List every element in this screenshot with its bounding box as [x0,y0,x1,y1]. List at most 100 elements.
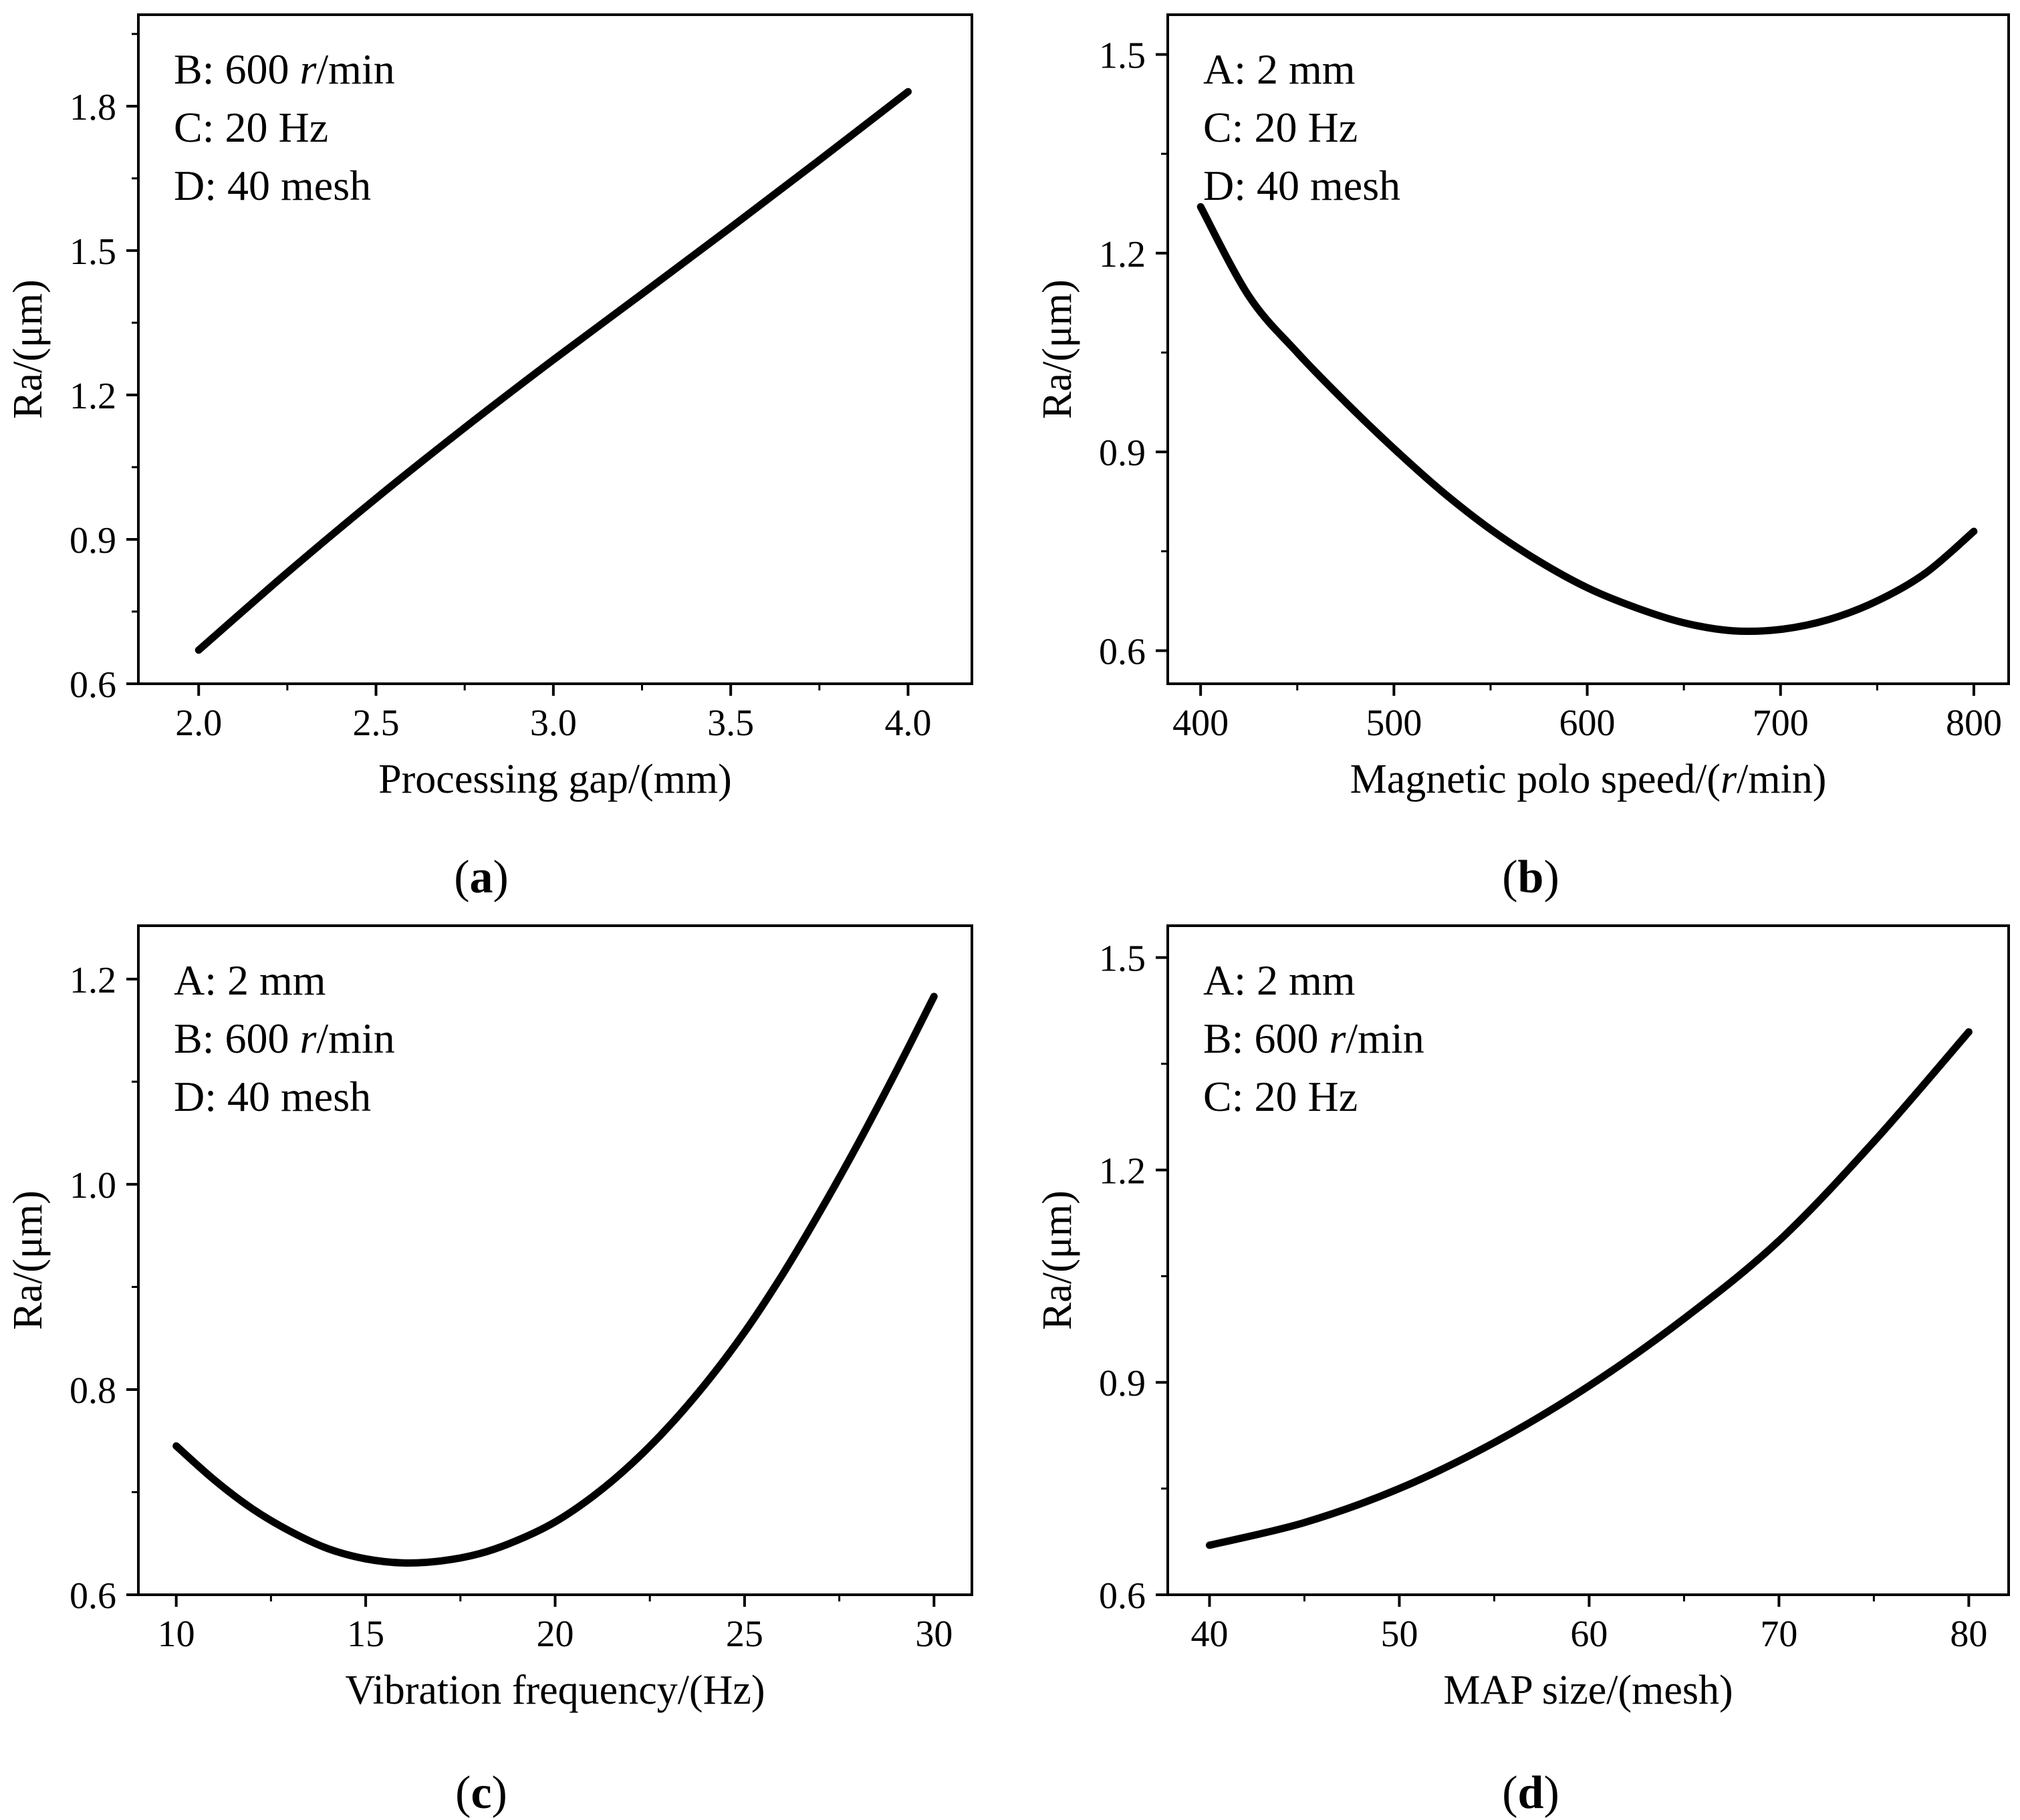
data-point [817,1207,824,1214]
x-axis-label: MAP size/(mesh) [1443,1668,1733,1713]
panel-label-paren: ) [1543,1767,1559,1819]
data-point [815,156,823,164]
data-point [1870,1138,1878,1146]
panel-label-paren: ) [493,852,509,903]
data-point [438,1557,445,1565]
factor-annotation-part: C: 20 Hz [174,104,328,151]
factor-annotation: B: 600 r/min [174,45,395,93]
x-axis-label-part: /min) [1737,757,1826,802]
factor-annotation-part: B: 600 [174,1015,299,1062]
data-point [549,356,557,364]
x-tick-label: 2.5 [353,702,400,744]
x-tick-label: 30 [915,1613,953,1655]
factor-annotation: D: 40 mesh [174,1073,371,1120]
factor-annotation: B: 600 r/min [174,1015,395,1062]
data-point [283,569,291,576]
data-point [727,224,735,231]
data-point [476,1550,483,1557]
panel-label-paren: ( [454,852,469,903]
x-tick-label: 70 [1760,1613,1797,1655]
data-point [362,1555,370,1563]
y-axis-label: Ra/(μm) [5,279,51,419]
factor-annotation-part: /min [316,45,394,93]
data-point [627,1461,634,1468]
factor-annotation-part: r [299,45,317,93]
data-point [1245,293,1253,300]
series-line-ra [1196,203,1978,636]
factor-annotation-part: A: 2 mm [1203,956,1356,1004]
x-tick-label: 2.0 [175,702,222,744]
x-tick-label: 500 [1366,702,1422,744]
factor-annotation-part: C: 20 Hz [1203,1073,1358,1120]
factor-annotation-part: D: 40 mesh [1203,162,1400,209]
data-point [1535,557,1543,565]
panel-label: (b) [1502,852,1559,903]
data-point [1680,1315,1688,1322]
x-tick-label: 10 [158,1613,195,1655]
data-point [513,1537,521,1544]
y-tick-label: 1.0 [70,1165,116,1206]
data-point [1390,445,1398,452]
x-tick-label: 40 [1190,1613,1228,1655]
x-axis-label: Magnetic polo speed/(r/min) [1350,757,1827,802]
x-axis-label-part: r [1721,757,1737,802]
y-tick-label: 0.9 [1099,1363,1146,1404]
x-tick-label: 80 [1950,1613,1987,1655]
factor-annotation-part: r [299,1015,317,1062]
panel-label-letter: a [470,852,493,903]
panel-d: 40 50 60 70 80 0.6 0.9 1.2 1.5 MAP size/(mesh) Ra/… [1035,924,2010,1819]
y-tick-label: 0.6 [70,1575,116,1617]
panel-label-paren: ) [492,1767,507,1819]
panel-label: (d) [1502,1767,1559,1819]
factor-annotation: C: 20 Hz [174,104,328,151]
y-tick-label: 0.8 [70,1370,116,1412]
data-point [372,495,380,502]
x-tick-label: 60 [1570,1613,1608,1655]
series-line-ra [195,88,912,654]
factor-annotation: B: 600 r/min [1203,1015,1424,1062]
factor-annotation-part: A: 2 mm [174,956,326,1004]
x-axis-label: Vibration frequency/(Hz) [345,1668,765,1713]
data-point [400,1559,407,1567]
panel-label-paren: ( [1502,852,1517,903]
data-point [904,88,912,96]
x-tick-label: 600 [1559,702,1616,744]
data-point [1584,584,1591,592]
data-point [1301,1519,1308,1526]
factor-annotation-part: C: 20 Hz [1203,104,1358,151]
data-point [779,1271,786,1278]
y-tick-label: 1.5 [1099,938,1146,980]
panel-label-paren: ) [1543,852,1559,903]
factor-annotation: C: 20 Hz [1203,1073,1358,1120]
data-point [1632,604,1639,612]
x-tick-label: 800 [1946,702,2002,744]
x-tick-label: 20 [537,1613,574,1655]
factor-annotation-part: D: 40 mesh [174,1073,371,1120]
x-tick-label: 400 [1172,702,1229,744]
data-point [638,290,646,297]
factor-annotation-part: r [1329,1015,1346,1062]
data-point [892,1068,900,1075]
x-axis-label: Processing gap/(mm) [378,757,732,802]
x-axis-label-part: Magnetic polo speed/( [1350,757,1721,802]
x-tick-label: 15 [347,1613,384,1655]
data-point [551,1518,559,1525]
data-point [1438,488,1446,495]
data-point [741,1328,748,1335]
factor-annotation: D: 40 mesh [174,162,371,209]
y-tick-label: 1.2 [1099,1150,1146,1192]
data-point [1825,616,1833,623]
y-tick-label: 0.6 [70,664,116,706]
panel-label-letter: b [1518,852,1544,903]
panel-b: 400 500 600 700 800 0.6 0.9 1.2 1.5 Magnetic polo… [1035,13,2010,903]
data-point [249,1505,256,1513]
data-point [195,646,203,654]
y-axis-label: Ra/(μm) [1035,279,1080,419]
data-point [930,993,938,1000]
y-tick-label: 0.6 [1099,631,1146,672]
factor-annotation-part: B: 600 [174,45,299,93]
x-tick-label: 50 [1380,1613,1418,1655]
factor-annotation: A: 2 mm [174,956,326,1004]
data-point [1293,349,1301,356]
